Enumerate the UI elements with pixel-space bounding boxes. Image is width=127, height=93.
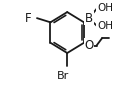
Text: F: F xyxy=(24,12,31,25)
Text: OH: OH xyxy=(97,3,113,13)
Text: Br: Br xyxy=(57,71,70,81)
Text: OH: OH xyxy=(97,21,113,31)
Text: O: O xyxy=(84,39,94,52)
Text: B: B xyxy=(85,12,93,25)
